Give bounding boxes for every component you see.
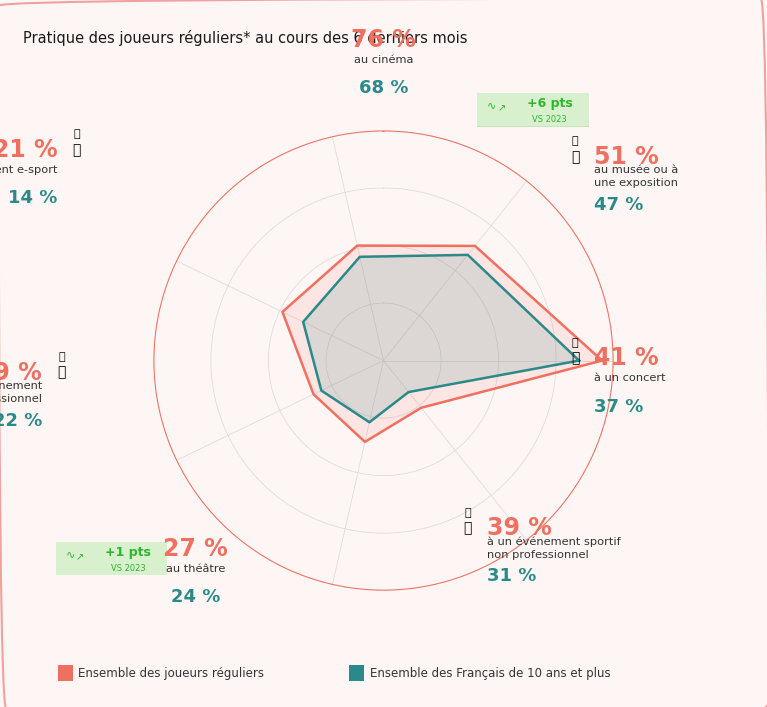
Text: 🥇: 🥇	[571, 150, 579, 164]
Text: au théâtre: au théâtre	[166, 564, 225, 574]
Text: 21 %: 21 %	[0, 138, 58, 162]
Text: ∿: ∿	[487, 100, 496, 110]
Text: 14 %: 14 %	[8, 189, 58, 207]
Text: au musée ou à
une exposition: au musée ou à une exposition	[594, 165, 679, 188]
Text: 🎖: 🎖	[572, 338, 578, 348]
Text: 22 %: 22 %	[0, 411, 42, 430]
Text: 🥇: 🥇	[571, 351, 579, 366]
Text: ∿: ∿	[65, 549, 74, 559]
Text: 47 %: 47 %	[594, 196, 644, 214]
Text: 29 %: 29 %	[0, 361, 42, 385]
Text: 51 %: 51 %	[594, 145, 659, 169]
Text: à un événement e-sport: à un événement e-sport	[0, 165, 58, 175]
Text: VS 2023: VS 2023	[532, 115, 567, 124]
Text: VS 2023: VS 2023	[110, 563, 145, 573]
Text: 41 %: 41 %	[594, 346, 659, 370]
Text: à un concert: à un concert	[594, 373, 666, 383]
Text: 68 %: 68 %	[359, 79, 408, 98]
FancyBboxPatch shape	[49, 541, 173, 576]
Text: Ensemble des joueurs réguliers: Ensemble des joueurs réguliers	[78, 667, 265, 679]
Text: ↗: ↗	[498, 103, 506, 113]
Text: 🎖: 🎖	[572, 136, 578, 146]
Text: 24 %: 24 %	[171, 588, 220, 607]
Text: 76 %: 76 %	[351, 28, 416, 52]
Text: à un événement sportif
non professionnel: à un événement sportif non professionnel	[487, 537, 621, 559]
Polygon shape	[282, 245, 602, 442]
Text: ↗: ↗	[76, 552, 84, 562]
Text: 37 %: 37 %	[594, 397, 644, 416]
Text: 🎖: 🎖	[465, 508, 471, 518]
Text: 31 %: 31 %	[487, 567, 536, 585]
Text: 🥇: 🥇	[464, 521, 472, 535]
Text: 🎖: 🎖	[58, 352, 64, 362]
Text: 🥇: 🥇	[58, 366, 65, 380]
Text: Ensemble des Français de 10 ans et plus: Ensemble des Français de 10 ans et plus	[370, 667, 611, 679]
Text: à un événement
sportif professionnel: à un événement sportif professionnel	[0, 381, 42, 404]
Text: 🎖: 🎖	[74, 129, 80, 139]
Text: 27 %: 27 %	[163, 537, 228, 561]
Text: 39 %: 39 %	[487, 516, 552, 540]
Text: au cinéma: au cinéma	[354, 55, 413, 65]
FancyBboxPatch shape	[471, 92, 595, 127]
Polygon shape	[303, 255, 579, 422]
Text: +6 pts: +6 pts	[527, 97, 573, 110]
Text: Pratique des joueurs réguliers* au cours des 6 derniers mois: Pratique des joueurs réguliers* au cours…	[23, 30, 468, 47]
Text: 🥇: 🥇	[73, 143, 81, 157]
Text: +1 pts: +1 pts	[105, 546, 151, 559]
